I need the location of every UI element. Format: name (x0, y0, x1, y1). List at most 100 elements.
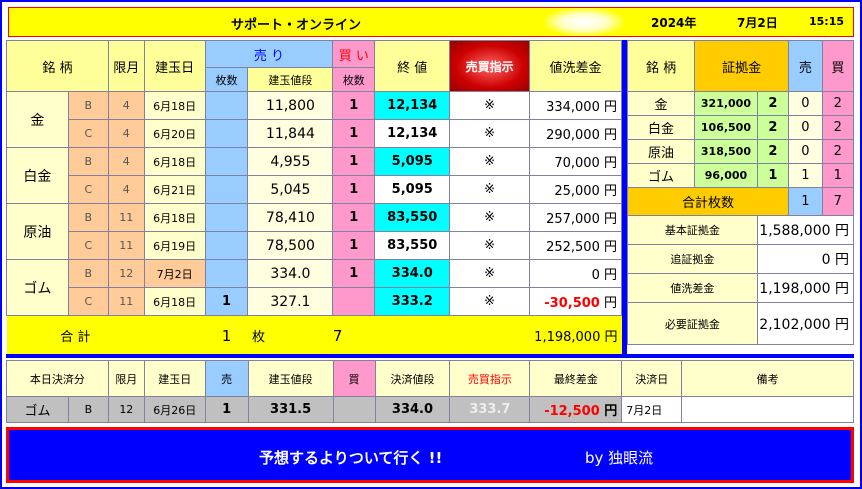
margin-amount: 96,000 (694, 163, 758, 188)
row-date: 6月18日 (143, 91, 206, 120)
margin-count: 2 (756, 139, 790, 164)
summary-row: 追証拠金 0 円 (627, 244, 855, 274)
settlement-table: 本日決済分 限月 建玉日 売 建玉値段 買 決済値段 売買指示 最終差金 決済日… (6, 360, 854, 423)
margin-name: 白金 (626, 115, 696, 140)
row-price: 5,045 (247, 175, 334, 204)
row-buy: 1 (332, 119, 376, 148)
margin-row: ゴム 96,000 1 1 1 (626, 163, 855, 188)
margin-count: 2 (756, 91, 790, 116)
row-price: 11,800 (247, 91, 334, 120)
row-type: B (67, 147, 109, 176)
col-nearai: 値洗差金 (529, 40, 622, 92)
row-diff: 334,000 円 (529, 91, 622, 120)
row-sell (204, 91, 249, 120)
position-row: 金 B 4 6月18日 11,800 1 12,134 ※ 334,000 円 (6, 91, 622, 148)
col-meigara: 銘 柄 (6, 40, 109, 92)
app-title: サポート・オンライン (231, 18, 362, 33)
row-month: 4 (107, 147, 145, 176)
total-label: 合 計 (6, 315, 145, 356)
row-sell (204, 175, 249, 204)
row-sell: 1 (204, 287, 249, 316)
row-diff-yen: 円 (603, 240, 617, 255)
row-type: C (67, 175, 109, 204)
row-month: 11 (107, 231, 145, 260)
total-diff-value: 1,198,000 (534, 330, 601, 346)
row-diff-value: 0 (591, 268, 600, 283)
summary-label: 必要証拠金 (627, 302, 758, 345)
row-close: 12,134 (374, 91, 451, 120)
title-bar: サポート・オンライン 2024年 7月2日 15:15 (8, 7, 854, 37)
summary-value-num: 0 (821, 252, 831, 268)
row-date: 6月18日 (143, 203, 206, 232)
banner-by: by 独眼流 (585, 449, 654, 467)
row-month: 11 (107, 287, 145, 316)
row-diff-yen: 円 (603, 128, 617, 143)
row-diff: 70,000 円 (529, 147, 622, 176)
position-row: ゴム B 12 7月2日 334.0 1 334.0 ※ 0 円 (6, 259, 622, 316)
total-sell: 1 (205, 315, 248, 356)
margin-row: 白金 106,500 2 0 2 (626, 115, 855, 140)
settle-col-tategyokubi: 建玉日 (143, 360, 206, 397)
summary-value: 1,198,000 円 (756, 273, 855, 303)
total-diff: 1,198,000 円 (374, 315, 622, 356)
margin-amount: 106,500 (694, 115, 758, 140)
row-month: 4 (107, 175, 145, 204)
settle-signal: 333.7 (449, 396, 531, 423)
row-diff: 257,000 円 (529, 203, 622, 232)
row-buy: 1 (332, 203, 376, 232)
row-type: B (67, 203, 109, 232)
margin-name: ゴム (626, 163, 696, 188)
summary-yen: 円 (835, 252, 849, 268)
summary-label: 基本証拠金 (627, 215, 758, 245)
margin-amount: 321,000 (694, 91, 758, 116)
row-price: 327.1 (247, 287, 334, 316)
col-kai: 買 い (332, 40, 375, 68)
right-col-kai: 買 (821, 40, 855, 92)
col-tategyokubi: 建玉日 (143, 40, 206, 92)
summary-yen: 円 (835, 223, 849, 239)
row-signal: ※ (449, 147, 531, 176)
group-name: 原油 (6, 203, 69, 260)
row-signal: ※ (449, 231, 531, 260)
group-name: 金 (6, 91, 69, 148)
row-sell (204, 203, 249, 232)
margin-sell: 0 (788, 139, 823, 164)
settle-col-uri: 売 (204, 360, 249, 397)
row-signal: ※ (449, 175, 531, 204)
row-date: 6月20日 (143, 119, 206, 148)
settle-final: -12,500 円 (529, 396, 623, 423)
row-diff-yen: 円 (603, 100, 617, 115)
col-sell-count: 枚数 (204, 67, 249, 92)
right-total-buy: 7 (821, 187, 855, 216)
row-close: 83,550 (374, 231, 451, 260)
settle-note[interactable] (681, 396, 854, 423)
settle-col-gengetsu: 限月 (107, 360, 145, 397)
row-close: 12,134 (374, 119, 451, 148)
settle-col-nedan: 建玉値段 (247, 360, 334, 397)
footer-banner: 予想するよりついて行く !! by 独眼流 (6, 427, 854, 483)
margin-sell: 0 (788, 91, 823, 116)
settle-col-saishu: 最終差金 (529, 360, 623, 397)
settle-col-kai: 買 (332, 360, 376, 397)
summary-value: 2,102,000 円 (756, 302, 855, 345)
row-buy (332, 287, 376, 316)
row-price: 78,410 (247, 203, 334, 232)
row-type: C (67, 231, 109, 260)
col-signal: 売買指示 (449, 40, 531, 92)
right-col-meigara: 銘 柄 (626, 40, 696, 92)
settle-sell: 1 (204, 396, 249, 423)
row-month: 11 (107, 203, 145, 232)
row-diff-value: 334,000 (546, 100, 600, 115)
row-buy: 1 (332, 259, 376, 288)
row-close: 333.2 (374, 287, 451, 316)
settle-settle-price: 334.0 (374, 396, 451, 423)
row-date: 6月19日 (143, 231, 206, 260)
settle-buy (332, 396, 376, 423)
settle-col-label: 本日決済分 (6, 360, 109, 397)
total-unit: 枚 (247, 315, 333, 356)
row-sell (204, 259, 249, 288)
summary-value-num: 1,588,000 (759, 223, 831, 239)
summary-row: 基本証拠金 1,588,000 円 (627, 215, 855, 245)
margin-buy: 2 (821, 139, 855, 164)
settle-type: B (67, 396, 109, 423)
